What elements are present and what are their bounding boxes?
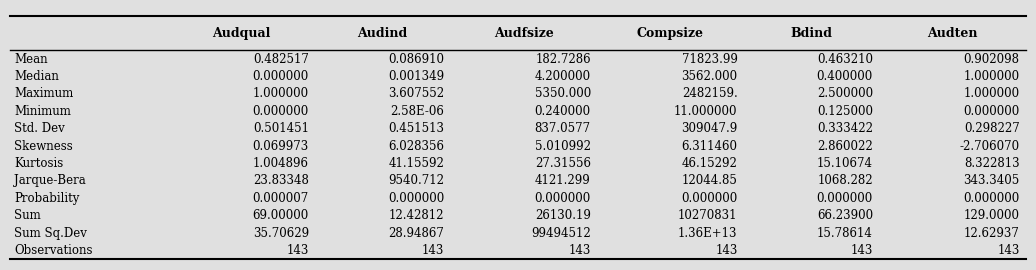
Text: 2.500000: 2.500000 xyxy=(816,87,873,100)
Text: 0.069973: 0.069973 xyxy=(253,140,309,153)
Text: 0.000007: 0.000007 xyxy=(253,192,309,205)
Text: 10270831: 10270831 xyxy=(678,209,738,222)
Text: 143: 143 xyxy=(715,244,738,257)
Text: 23.83348: 23.83348 xyxy=(253,174,309,187)
Text: 0.000000: 0.000000 xyxy=(682,192,738,205)
Text: 15.78614: 15.78614 xyxy=(817,227,873,240)
Text: 0.400000: 0.400000 xyxy=(816,70,873,83)
Text: Audten: Audten xyxy=(927,27,978,40)
Text: Bdind: Bdind xyxy=(790,27,832,40)
Text: 0.482517: 0.482517 xyxy=(253,53,309,66)
Text: 143: 143 xyxy=(569,244,591,257)
Text: 2.860022: 2.860022 xyxy=(817,140,873,153)
Text: 143: 143 xyxy=(851,244,873,257)
Text: 5.010992: 5.010992 xyxy=(535,140,591,153)
Text: 15.10674: 15.10674 xyxy=(817,157,873,170)
Text: 1.004896: 1.004896 xyxy=(253,157,309,170)
Text: 12044.85: 12044.85 xyxy=(682,174,738,187)
Text: 2482159.: 2482159. xyxy=(682,87,738,100)
Text: 182.7286: 182.7286 xyxy=(536,53,591,66)
Text: 4.200000: 4.200000 xyxy=(535,70,591,83)
Text: 0.463210: 0.463210 xyxy=(817,53,873,66)
Text: Kurtosis: Kurtosis xyxy=(15,157,63,170)
Text: 4121.299: 4121.299 xyxy=(536,174,591,187)
Text: 1.000000: 1.000000 xyxy=(963,70,1019,83)
Text: Jarque-Bera: Jarque-Bera xyxy=(15,174,86,187)
Text: 2.58E-06: 2.58E-06 xyxy=(391,105,444,118)
Text: 0.000000: 0.000000 xyxy=(816,192,873,205)
Text: 309047.9: 309047.9 xyxy=(682,122,738,135)
Text: Sum Sq.Dev: Sum Sq.Dev xyxy=(15,227,87,240)
Text: 0.451513: 0.451513 xyxy=(388,122,444,135)
Text: 143: 143 xyxy=(422,244,444,257)
Text: 1068.282: 1068.282 xyxy=(817,174,873,187)
Text: 3562.000: 3562.000 xyxy=(682,70,738,83)
Text: 1.000000: 1.000000 xyxy=(253,87,309,100)
Text: 0.000000: 0.000000 xyxy=(387,192,444,205)
Text: 69.00000: 69.00000 xyxy=(253,209,309,222)
Text: 0.000000: 0.000000 xyxy=(253,70,309,83)
Text: 9540.712: 9540.712 xyxy=(388,174,444,187)
Text: Minimum: Minimum xyxy=(15,105,71,118)
Text: 0.333422: 0.333422 xyxy=(817,122,873,135)
Text: -2.706070: -2.706070 xyxy=(959,140,1019,153)
Text: 0.125000: 0.125000 xyxy=(817,105,873,118)
Text: 0.000000: 0.000000 xyxy=(963,105,1019,118)
Text: Std. Dev: Std. Dev xyxy=(15,122,65,135)
Text: 12.42812: 12.42812 xyxy=(388,209,444,222)
Text: 28.94867: 28.94867 xyxy=(388,227,444,240)
Text: Skewness: Skewness xyxy=(15,140,74,153)
Text: 0.086910: 0.086910 xyxy=(388,53,444,66)
Text: Maximum: Maximum xyxy=(15,87,74,100)
Text: 46.15292: 46.15292 xyxy=(682,157,738,170)
Text: Compsize: Compsize xyxy=(637,27,703,40)
Text: Mean: Mean xyxy=(15,53,48,66)
Text: 11.000000: 11.000000 xyxy=(674,105,738,118)
Text: 0.001349: 0.001349 xyxy=(388,70,444,83)
Text: 0.298227: 0.298227 xyxy=(963,122,1019,135)
Text: 343.3405: 343.3405 xyxy=(963,174,1019,187)
Text: 0.000000: 0.000000 xyxy=(535,192,591,205)
Text: 129.0000: 129.0000 xyxy=(963,209,1019,222)
Text: 1.000000: 1.000000 xyxy=(963,87,1019,100)
Text: 12.62937: 12.62937 xyxy=(963,227,1019,240)
Text: Observations: Observations xyxy=(15,244,93,257)
Text: Sum: Sum xyxy=(15,209,41,222)
Text: 5350.000: 5350.000 xyxy=(535,87,591,100)
Text: 6.028356: 6.028356 xyxy=(388,140,444,153)
Text: 1.36E+13: 1.36E+13 xyxy=(678,227,738,240)
Text: Audqual: Audqual xyxy=(212,27,270,40)
Text: 35.70629: 35.70629 xyxy=(253,227,309,240)
Text: 99494512: 99494512 xyxy=(531,227,591,240)
Text: 0.501451: 0.501451 xyxy=(253,122,309,135)
Text: 143: 143 xyxy=(998,244,1019,257)
Text: 3.607552: 3.607552 xyxy=(388,87,444,100)
Text: Median: Median xyxy=(15,70,59,83)
Text: 8.322813: 8.322813 xyxy=(963,157,1019,170)
Text: 0.240000: 0.240000 xyxy=(535,105,591,118)
Text: 837.0577: 837.0577 xyxy=(535,122,591,135)
Text: Probability: Probability xyxy=(15,192,80,205)
Text: 27.31556: 27.31556 xyxy=(535,157,591,170)
Text: 71823.99: 71823.99 xyxy=(682,53,738,66)
Text: Audfsize: Audfsize xyxy=(494,27,553,40)
Text: 41.15592: 41.15592 xyxy=(388,157,444,170)
Text: 0.902098: 0.902098 xyxy=(963,53,1019,66)
Text: 6.311460: 6.311460 xyxy=(682,140,738,153)
Text: 66.23900: 66.23900 xyxy=(816,209,873,222)
Text: 0.000000: 0.000000 xyxy=(963,192,1019,205)
Text: 0.000000: 0.000000 xyxy=(253,105,309,118)
Text: 143: 143 xyxy=(287,244,309,257)
Text: 26130.19: 26130.19 xyxy=(535,209,591,222)
Text: Audind: Audind xyxy=(357,27,408,40)
